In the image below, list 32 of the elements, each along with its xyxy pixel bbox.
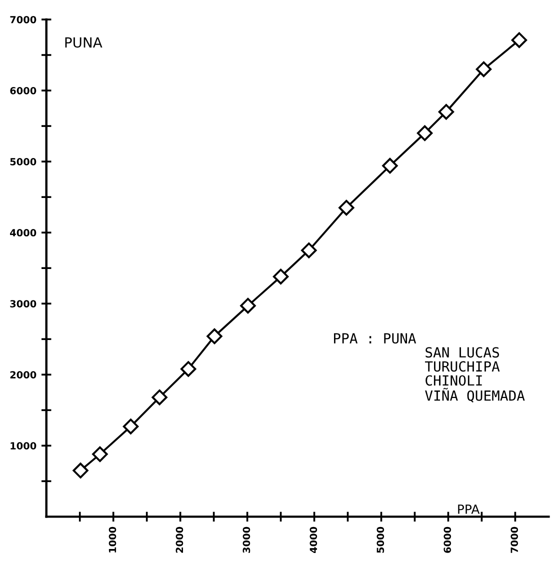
x-tick-label: 5000 xyxy=(376,526,384,553)
x-tick-label: 4000 xyxy=(310,526,318,554)
y-tick-label: 2000 xyxy=(10,371,36,378)
point xyxy=(272,268,289,284)
x-axis-title: PPA xyxy=(458,504,480,514)
point xyxy=(338,200,354,216)
y-tick-label: 5000 xyxy=(10,158,36,166)
point xyxy=(416,125,433,141)
point xyxy=(180,361,196,377)
point xyxy=(72,462,88,478)
x-tick-label: 2000 xyxy=(176,526,184,553)
y-tick-label: 7000 xyxy=(10,16,36,24)
y-tick-label: 4000 xyxy=(10,229,36,236)
point xyxy=(511,32,528,48)
y-tick-label: 1000 xyxy=(10,442,36,450)
x-tick-label: 3000 xyxy=(242,526,250,553)
point xyxy=(206,328,222,344)
x-tick-label: 7000 xyxy=(510,526,518,553)
point xyxy=(476,61,492,78)
point xyxy=(122,418,139,434)
x-tick-label: 6000 xyxy=(444,526,452,553)
y-tick-label: 3000 xyxy=(10,300,36,308)
point xyxy=(301,242,317,258)
point xyxy=(382,158,398,174)
x-tick-label: 1000 xyxy=(108,526,116,552)
y-tick-label: 6000 xyxy=(10,87,36,94)
annotation: PPA : PUNA SAN LUCAS TURUCHIPA CHINOLI VIÑA QUEMADA xyxy=(334,333,525,403)
point xyxy=(152,390,168,406)
point xyxy=(240,298,256,314)
annotation: PUNA xyxy=(65,37,102,48)
point xyxy=(438,104,454,120)
point xyxy=(92,446,108,462)
